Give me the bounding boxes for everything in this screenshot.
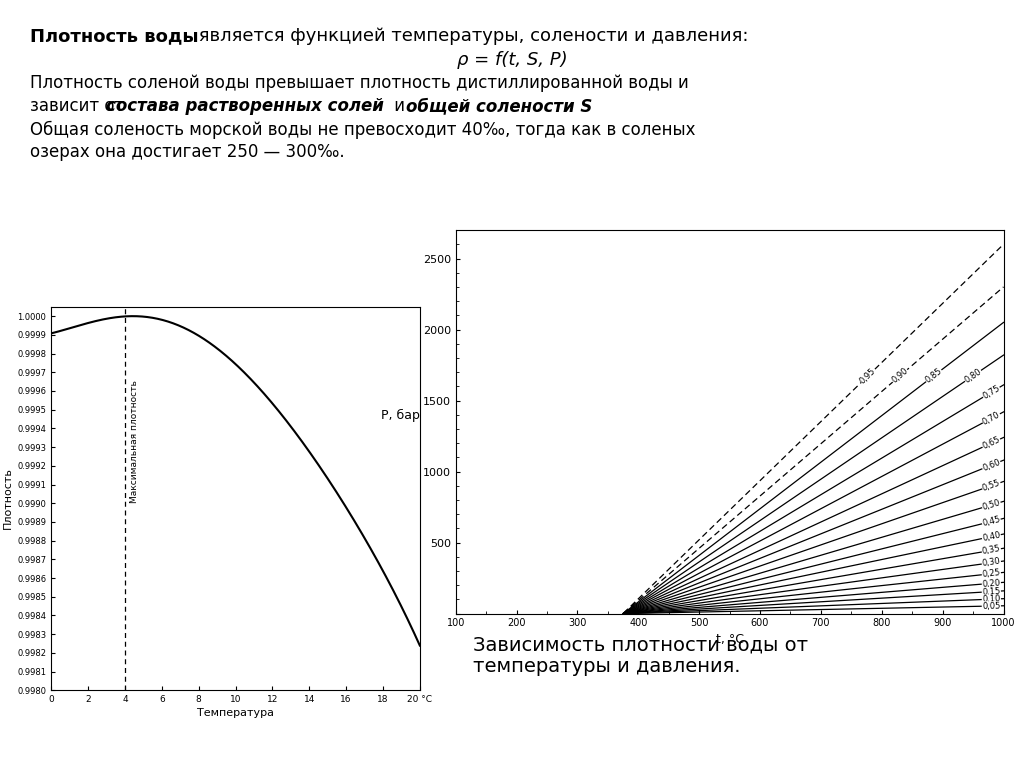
Y-axis label: P, бар: P, бар: [381, 409, 420, 422]
Text: .: .: [536, 97, 541, 115]
Text: 0,50: 0,50: [981, 498, 1001, 512]
Text: 0,10: 0,10: [982, 594, 1000, 604]
Text: Общая соленость морской воды не превосходит 40‰, тогда как в соленых: Общая соленость морской воды не превосхо…: [31, 120, 696, 139]
Text: Плотность воды: Плотность воды: [31, 27, 199, 44]
X-axis label: t, °C: t, °C: [716, 633, 743, 646]
Text: 0,35: 0,35: [981, 545, 1001, 556]
Text: 0,75: 0,75: [981, 384, 1001, 401]
Text: зависит от: зависит от: [31, 97, 130, 115]
Text: состава растворенных солей: состава растворенных солей: [106, 97, 384, 115]
Text: 0,05: 0,05: [982, 601, 1000, 611]
X-axis label: Температура: Температура: [197, 709, 274, 719]
Text: 0,30: 0,30: [982, 557, 1001, 568]
Text: 0,80: 0,80: [963, 367, 983, 385]
Text: 0,20: 0,20: [982, 578, 1000, 588]
Text: общей солености S: общей солености S: [406, 97, 592, 115]
Text: и: и: [389, 97, 411, 115]
Text: 0,95: 0,95: [858, 366, 878, 386]
Text: 0,40: 0,40: [981, 530, 1001, 543]
Text: 0,65: 0,65: [981, 435, 1001, 451]
Text: 0,55: 0,55: [981, 479, 1001, 493]
Text: озерах она достигает 250 — 300‰.: озерах она достигает 250 — 300‰.: [31, 143, 345, 161]
Text: является функцией температуры, солености и давления:: является функцией температуры, солености…: [193, 27, 748, 44]
Text: Зависимость плотности воды от
температуры и давления.: Зависимость плотности воды от температур…: [473, 635, 808, 676]
Text: 0,25: 0,25: [982, 568, 1001, 579]
Text: 0,15: 0,15: [982, 587, 1000, 597]
Text: 0,90: 0,90: [890, 367, 910, 385]
Text: Максимальная плотность: Максимальная плотность: [129, 380, 138, 503]
Text: 0,45: 0,45: [981, 515, 1001, 528]
Text: ρ = f(t, S, P): ρ = f(t, S, P): [457, 51, 567, 69]
Text: 0,85: 0,85: [924, 367, 944, 385]
Y-axis label: Плотность: Плотность: [3, 468, 13, 529]
Text: 0,60: 0,60: [981, 457, 1001, 472]
Text: 0,70: 0,70: [981, 410, 1001, 426]
Text: Плотность соленой воды превышает плотность дистиллированной воды и: Плотность соленой воды превышает плотнос…: [31, 74, 689, 92]
